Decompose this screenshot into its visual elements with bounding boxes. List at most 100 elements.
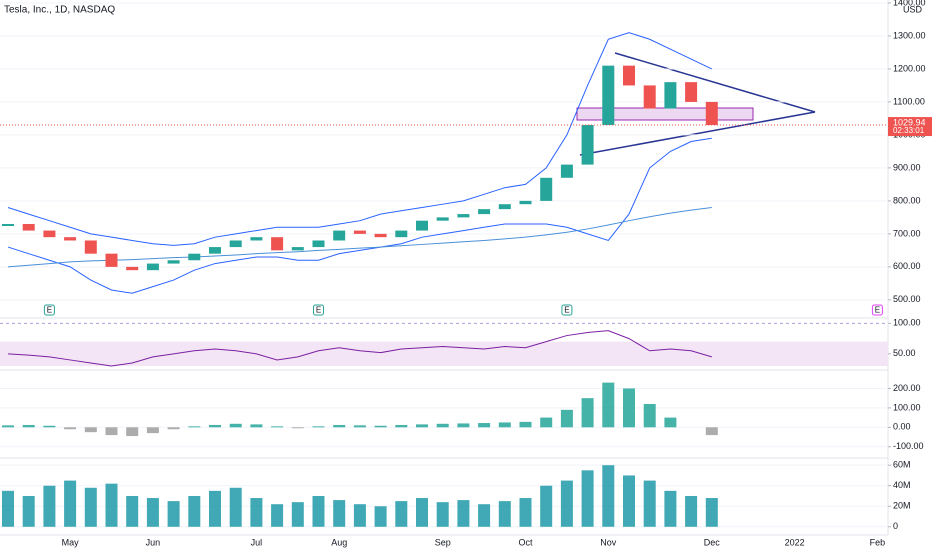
bar bbox=[457, 423, 470, 428]
bar bbox=[312, 426, 325, 428]
bar bbox=[312, 495, 325, 527]
bar bbox=[581, 470, 594, 527]
bar bbox=[560, 480, 573, 527]
candle bbox=[271, 237, 284, 251]
candle bbox=[560, 164, 573, 178]
bar bbox=[685, 495, 698, 527]
y-tick-label: 1400.00 bbox=[893, 0, 926, 7]
candle bbox=[623, 65, 635, 86]
countdown: 02:33:01 bbox=[893, 126, 925, 135]
bar bbox=[271, 504, 284, 527]
bar bbox=[353, 504, 366, 527]
bar bbox=[126, 495, 139, 527]
bar bbox=[333, 424, 346, 428]
earnings-label: E bbox=[564, 306, 569, 315]
candle bbox=[395, 230, 408, 238]
rsi-band bbox=[0, 341, 888, 367]
bar bbox=[623, 475, 635, 527]
earnings-marker bbox=[313, 304, 324, 316]
bar bbox=[333, 500, 346, 527]
candle bbox=[250, 237, 263, 241]
candle bbox=[540, 177, 553, 201]
bar bbox=[146, 498, 159, 527]
y-tick-label: 500.00 bbox=[893, 294, 921, 304]
candle bbox=[416, 220, 428, 231]
bar bbox=[540, 485, 553, 527]
bar bbox=[623, 388, 635, 428]
y-tick-label: 800.00 bbox=[893, 195, 921, 205]
bar bbox=[602, 382, 615, 428]
earnings-label: E bbox=[47, 306, 52, 315]
y-tick-label: -100.00 bbox=[893, 441, 924, 451]
candle bbox=[643, 85, 656, 109]
bar bbox=[581, 398, 594, 428]
candle bbox=[126, 266, 139, 271]
bar bbox=[167, 427, 180, 430]
y-tick-label: 1200.00 bbox=[893, 63, 926, 73]
y-tick-label: 200.00 bbox=[893, 383, 921, 393]
bar bbox=[395, 501, 408, 527]
x-tick-label: Nov bbox=[600, 537, 617, 547]
bar bbox=[643, 403, 656, 428]
bar bbox=[374, 506, 387, 527]
candle bbox=[353, 230, 366, 234]
bb-upper-line bbox=[7, 32, 713, 246]
bar bbox=[643, 480, 656, 527]
bar bbox=[291, 427, 304, 429]
candle bbox=[43, 230, 56, 238]
candle bbox=[188, 253, 201, 261]
candle bbox=[436, 217, 449, 221]
x-tick-label: May bbox=[62, 537, 80, 547]
bar bbox=[271, 426, 284, 428]
bar bbox=[478, 423, 491, 428]
earnings-marker bbox=[561, 304, 573, 316]
bar bbox=[705, 498, 718, 527]
bar bbox=[395, 424, 408, 428]
candle bbox=[64, 237, 77, 241]
bar bbox=[146, 427, 159, 434]
last-price: 1029.94 bbox=[893, 117, 926, 127]
y-tick-label: 50.00 bbox=[893, 348, 916, 358]
y-tick-label: 600.00 bbox=[893, 261, 921, 271]
candle bbox=[84, 240, 97, 254]
earnings-label: E bbox=[316, 306, 321, 315]
candle bbox=[146, 263, 159, 271]
candle bbox=[664, 82, 677, 109]
earnings-marker bbox=[871, 304, 883, 316]
bar bbox=[560, 409, 573, 428]
bar bbox=[498, 422, 511, 428]
triangle-line bbox=[579, 111, 816, 156]
candle bbox=[167, 260, 180, 264]
bar bbox=[478, 504, 491, 527]
candle bbox=[374, 233, 387, 238]
x-tick-label: Jul bbox=[251, 537, 263, 547]
bar bbox=[105, 427, 118, 436]
bar bbox=[167, 501, 180, 527]
x-tick-label: Aug bbox=[331, 537, 347, 547]
bar bbox=[84, 487, 97, 527]
earnings-marker bbox=[43, 304, 55, 316]
bar bbox=[229, 423, 242, 428]
currency: USD bbox=[903, 4, 923, 14]
bar bbox=[664, 417, 677, 428]
y-tick-label: 20M bbox=[893, 501, 911, 511]
y-tick-label: 40M bbox=[893, 480, 911, 490]
bar bbox=[22, 495, 35, 527]
bb-lower-line bbox=[7, 137, 712, 294]
bar bbox=[188, 426, 201, 428]
bar bbox=[229, 487, 242, 527]
candle bbox=[685, 82, 698, 102]
y-tick-label: 60M bbox=[893, 460, 911, 470]
y-tick-label: 0.00 bbox=[893, 422, 911, 432]
bar bbox=[250, 424, 263, 428]
x-tick-label: Sep bbox=[435, 537, 451, 547]
bar bbox=[105, 483, 118, 527]
bar bbox=[209, 424, 221, 428]
candle bbox=[312, 240, 325, 248]
bar bbox=[2, 490, 14, 527]
bar bbox=[43, 485, 56, 527]
